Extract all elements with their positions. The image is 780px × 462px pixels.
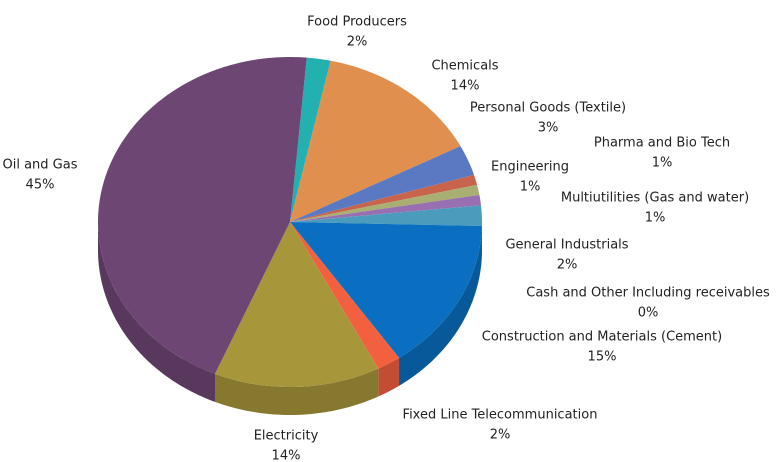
slice-value-label: 2% [347,35,368,50]
slice [290,146,474,222]
slice-side [399,226,482,386]
slice-label: Electricity [254,429,319,444]
slice-label: Oil and Gas [3,158,78,173]
slice-value-label: 15% [588,350,617,365]
slice-value-label: 3% [538,121,559,136]
slice-value-label: 2% [557,258,578,273]
slice-value-label: 0% [638,306,659,321]
slice-value-label: 45% [26,178,55,193]
slice-value-label: 14% [272,449,301,462]
pie-tops [98,57,482,387]
slice-label: Chemicals [431,59,498,74]
slice-label: Pharma and Bio Tech [594,136,730,151]
slice-label: Food Producers [307,15,407,30]
pie-sides [98,222,482,415]
slice [290,60,461,222]
slice-side [214,368,379,415]
slice-label: General Industrials [505,238,628,253]
slice [98,57,307,374]
slice-value-label: 2% [490,428,511,443]
slice [290,184,480,222]
slice-label: Multiutilities (Gas and water) [561,191,749,206]
slice-label: Cash and Other Including receivables [526,286,770,301]
slice-value-label: 1% [520,180,541,195]
slice-label: Engineering [491,160,569,175]
slice-side [378,357,400,397]
slice [290,222,400,369]
slice-value-label: 1% [645,211,666,226]
slice [290,205,482,227]
slice [214,222,379,387]
slice-label: Personal Goods (Textile) [470,101,626,116]
slice [290,57,331,223]
slice-label: Construction and Materials (Cement) [482,330,722,345]
slice-label: Fixed Line Telecommunication [403,408,598,423]
slice [290,222,482,358]
slice-value-label: 1% [652,156,673,171]
slice-value-label: 14% [451,79,480,94]
slice-side [98,222,215,402]
slice [290,195,482,222]
slice [290,174,478,222]
